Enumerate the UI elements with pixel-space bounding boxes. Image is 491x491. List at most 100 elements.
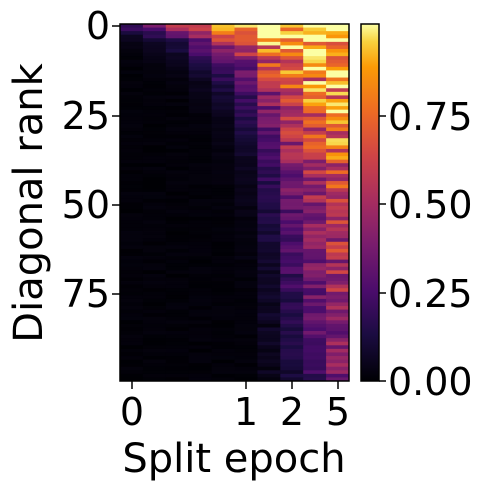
heatmap-cell — [234, 195, 258, 200]
heatmap-cell — [211, 159, 235, 164]
heatmap-cell — [326, 73, 350, 78]
heatmap-cell — [211, 298, 235, 303]
heatmap-cell — [165, 66, 190, 71]
heatmap-cell — [165, 156, 190, 161]
heatmap-cell — [326, 113, 350, 118]
heatmap-cell — [234, 131, 258, 136]
heatmap-cell — [120, 241, 144, 246]
heatmap-cell — [303, 234, 327, 239]
heatmap-cell — [303, 48, 327, 53]
heatmap-cell — [188, 363, 212, 368]
heatmap-cell — [165, 202, 190, 207]
heatmap-cell — [303, 138, 327, 143]
heatmap-cell — [257, 48, 281, 53]
heatmap-cell — [303, 248, 327, 253]
heatmap-cell — [165, 277, 190, 282]
heatmap-cell — [326, 220, 350, 225]
heatmap-cell — [165, 273, 190, 278]
heatmap-cell — [234, 370, 258, 375]
heatmap-cell — [188, 352, 212, 357]
heatmap-cell — [188, 298, 212, 303]
heatmap-cell — [142, 263, 167, 268]
heatmap-cell — [234, 270, 258, 275]
heatmap-cell — [234, 313, 258, 318]
heatmap-cell — [120, 270, 144, 275]
heatmap-cell — [280, 152, 304, 157]
heatmap-cell — [120, 277, 144, 282]
heatmap-cell — [326, 209, 350, 214]
heatmap-cell — [142, 134, 167, 139]
heatmap-cell — [326, 63, 350, 68]
heatmap-cell — [303, 302, 327, 307]
heatmap-cell — [211, 66, 235, 71]
heatmap-cell — [142, 377, 167, 382]
heatmap-cell — [257, 270, 281, 275]
heatmap-cell — [257, 259, 281, 264]
heatmap-cell — [188, 223, 212, 228]
heatmap-cell — [142, 63, 167, 68]
heatmap-cell — [188, 341, 212, 346]
heatmap-cell — [303, 27, 327, 32]
heatmap-cell — [257, 277, 281, 282]
heatmap-cell — [142, 98, 167, 103]
heatmap-cell — [120, 348, 144, 353]
y-tick-label: 50 — [62, 183, 110, 227]
heatmap-cell — [326, 338, 350, 343]
heatmap-cell — [234, 277, 258, 282]
heatmap-cell — [280, 48, 304, 53]
heatmap-cell — [326, 184, 350, 189]
heatmap-cell — [120, 216, 144, 221]
heatmap-cell — [326, 223, 350, 228]
heatmap-cell — [120, 184, 144, 189]
heatmap-cell — [188, 106, 212, 111]
heatmap-cell — [188, 48, 212, 53]
heatmap-cell — [165, 177, 190, 182]
heatmap-cell — [280, 45, 304, 50]
heatmap-cell — [280, 59, 304, 64]
heatmap-cell — [303, 45, 327, 50]
heatmap-cell — [303, 259, 327, 264]
heatmap-cell — [142, 166, 167, 171]
heatmap-cell — [257, 184, 281, 189]
heatmap-cell — [280, 77, 304, 82]
heatmap-cell — [142, 320, 167, 325]
heatmap-cell — [211, 377, 235, 382]
heatmap-cell — [188, 313, 212, 318]
heatmap-cell — [142, 327, 167, 332]
heatmap-cell — [326, 109, 350, 114]
heatmap-cell — [234, 134, 258, 139]
heatmap-cell — [188, 359, 212, 364]
heatmap-cell — [326, 52, 350, 57]
heatmap-cell — [280, 188, 304, 193]
heatmap-cell — [165, 77, 190, 82]
heatmap-cell — [120, 263, 144, 268]
heatmap-cell — [326, 291, 350, 296]
heatmap-cell — [257, 334, 281, 339]
heatmap-cell — [142, 45, 167, 50]
heatmap-cell — [120, 202, 144, 207]
heatmap-cell — [303, 152, 327, 157]
heatmap-cell — [326, 270, 350, 275]
heatmap-cell — [165, 170, 190, 175]
heatmap-cell — [303, 170, 327, 175]
heatmap-cell — [165, 38, 190, 43]
heatmap-cell — [326, 38, 350, 43]
heatmap-cell — [165, 334, 190, 339]
heatmap-cell — [257, 298, 281, 303]
heatmap-cell — [280, 352, 304, 357]
heatmap-cell — [234, 366, 258, 371]
heatmap-cell — [120, 59, 144, 64]
heatmap-cell — [303, 38, 327, 43]
heatmap-cell — [142, 309, 167, 314]
heatmap-cell — [280, 273, 304, 278]
heatmap-cell — [142, 88, 167, 93]
heatmap-cell — [303, 145, 327, 150]
heatmap-cell — [211, 323, 235, 328]
heatmap-cell — [280, 102, 304, 107]
heatmap-cell — [120, 159, 144, 164]
heatmap-cell — [280, 156, 304, 161]
heatmap-cell — [142, 173, 167, 178]
heatmap-cell — [165, 241, 190, 246]
heatmap-cell — [120, 198, 144, 203]
heatmap-cell — [211, 281, 235, 286]
